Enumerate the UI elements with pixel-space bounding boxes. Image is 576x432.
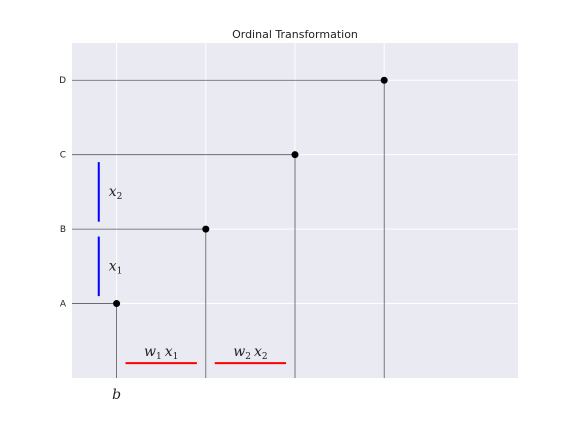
point-c (291, 151, 299, 159)
y-tick-label-a: A (60, 300, 67, 310)
y-tick-label-b: B (60, 225, 66, 235)
x1-label: x1 (109, 258, 123, 276)
w2x2-label: w2 x2 (233, 344, 267, 362)
w1x1-label: w1 x1 (144, 344, 178, 362)
b-label: b (112, 387, 121, 403)
annotations: b x1 x2 w1 x1 w2 x2 (97, 162, 287, 403)
point-b (202, 225, 210, 233)
y-tick-label-d: D (59, 76, 66, 86)
chart-title: Ordinal Transformation (232, 28, 358, 41)
point-d (380, 76, 388, 84)
y-tick-label-c: C (60, 151, 66, 161)
point-a (113, 300, 121, 308)
data-points (113, 76, 388, 308)
guide-lines (72, 79, 385, 378)
y-tick-labels: A B C D (59, 76, 67, 309)
x2-label: x2 (109, 184, 123, 202)
